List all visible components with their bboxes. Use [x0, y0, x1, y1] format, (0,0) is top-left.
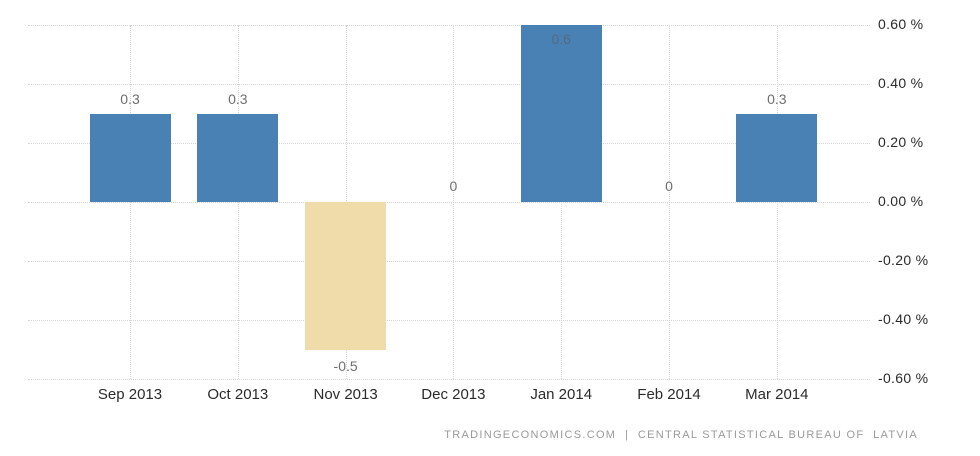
y-axis-tick-label: 0.00 % — [878, 193, 924, 209]
vertical-gridline — [561, 25, 563, 379]
vertical-gridline — [669, 25, 670, 379]
y-axis-tick-label: -0.20 % — [878, 252, 929, 268]
x-axis-tick-label: Dec 2013 — [421, 386, 486, 403]
x-axis-tick-label: Jan 2014 — [530, 386, 593, 403]
y-axis-tick-label: 0.40 % — [878, 75, 924, 91]
value-label-oct-2013: 0.3 — [228, 90, 248, 107]
y-axis-tick-label: 0.60 % — [878, 16, 924, 32]
value-label-mar-2014: 0.3 — [767, 90, 787, 107]
horizontal-gridline — [28, 379, 870, 380]
x-axis-tick-label: Oct 2013 — [207, 386, 269, 403]
vertical-gridline — [453, 25, 455, 379]
horizontal-gridline — [28, 202, 870, 203]
value-label-dec-2013: 0 — [449, 178, 458, 194]
value-label-sep-2013: 0.3 — [120, 90, 140, 107]
x-axis-tick-label: Sep 2013 — [97, 386, 163, 403]
attribution-text: TRADINGECONOMICS.COM | CENTRAL STATISTIC… — [444, 429, 918, 441]
vertical-gridline — [237, 25, 239, 379]
horizontal-gridline — [28, 320, 870, 321]
x-axis-tick-label: Feb 2014 — [637, 386, 701, 403]
bar-mar-2014 — [736, 113, 818, 202]
y-axis-tick-label: 0.20 % — [878, 134, 924, 150]
y-axis-tick-label: -0.40 % — [878, 311, 929, 327]
horizontal-gridline — [28, 84, 870, 85]
horizontal-gridline — [28, 261, 870, 262]
x-axis-tick-label: Mar 2014 — [745, 386, 809, 403]
horizontal-gridline — [28, 143, 870, 144]
x-axis-tick-label: Nov 2013 — [313, 386, 378, 403]
value-label-feb-2014: 0 — [665, 178, 673, 194]
bar-sep-2013 — [89, 113, 171, 202]
vertical-gridline — [130, 25, 131, 379]
value-label-nov-2013: -0.5 — [333, 357, 358, 374]
value-label-jan-2014: 0.6 — [551, 31, 571, 47]
bar-oct-2013 — [197, 113, 279, 202]
bar-jan-2014 — [520, 25, 602, 202]
bar-nov-2013 — [305, 202, 387, 350]
horizontal-gridline — [28, 25, 870, 26]
vertical-gridline — [776, 25, 778, 379]
y-axis-tick-label: -0.60 % — [878, 370, 929, 386]
